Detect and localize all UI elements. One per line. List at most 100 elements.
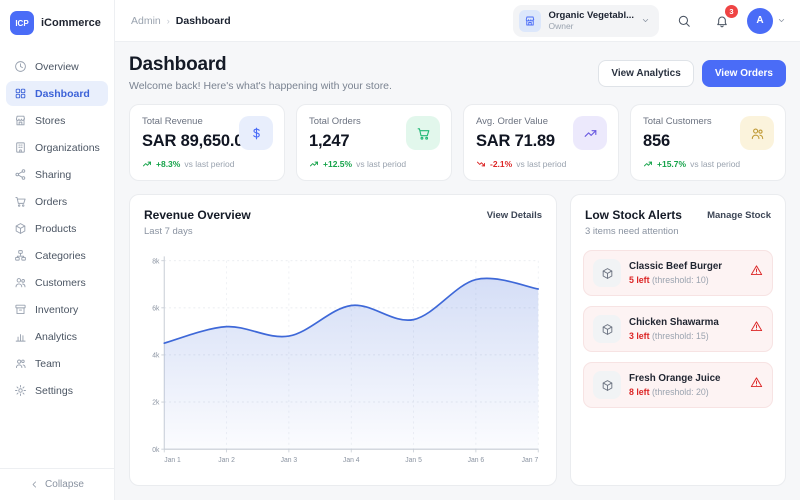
sidebar-item-label: Team [35,357,61,370]
building-icon [16,142,25,153]
page-title: Dashboard [129,54,227,75]
warning-icon [750,320,763,338]
trending-up-icon [573,116,607,150]
stock-threshold: (threshold: 10) [652,275,709,285]
low-stock-item[interactable]: Chicken Shawarma 3 left (threshold: 15) [583,306,773,352]
chevron-left-icon [32,481,37,488]
panel-subtitle: Last 7 days [144,226,193,237]
view-analytics-button[interactable]: View Analytics [598,60,694,87]
sidebar-item-label: Categories [35,249,86,262]
sidebar-item-settings[interactable]: Settings [6,378,108,403]
sidebar-item-products[interactable]: Products [6,216,108,241]
sidebar-item-stores[interactable]: Stores [6,108,108,133]
search-button[interactable] [671,8,697,34]
cart-icon [406,116,440,150]
sidebar-item-label: Organizations [35,141,100,154]
stat-change: +8.3% [156,159,181,169]
stat-label: Total Revenue [142,116,203,127]
collapse-label: Collapse [45,479,84,490]
page-subtitle: Welcome back! Here's what's happening wi… [129,80,392,92]
breadcrumb-parent[interactable]: Admin [131,14,161,27]
category-tree-icon [15,250,26,261]
breadcrumb: Admin › Dashboard [131,15,231,27]
stat-label: Avg. Order Value [476,116,548,127]
panel-title: Low Stock Alerts [585,208,682,222]
sidebar-item-team[interactable]: Team [6,351,108,376]
product-name: Fresh Orange Juice [629,373,721,384]
sidebar-item-organizations[interactable]: Organizations [6,135,108,160]
stock-left: 5 left [629,275,650,285]
sidebar-item-label: Sharing [35,168,72,181]
panel-title: Revenue Overview [144,208,251,222]
manage-stock-link[interactable]: Manage Stock [707,210,771,221]
team-icon [15,359,26,369]
user-menu[interactable]: A [747,7,786,34]
bar-chart-icon [15,334,26,342]
stat-change: -2.1% [490,159,513,169]
sidebar-item-inventory[interactable]: Inventory [6,297,108,322]
store-name: Organic Vegetabl... [548,9,634,21]
svg-text:Jan 2: Jan 2 [218,456,235,464]
sidebar-item-categories[interactable]: Categories [6,243,108,268]
view-details-link[interactable]: View Details [486,210,542,221]
logo-icon: ICP [10,11,34,35]
svg-text:Jan 7: Jan 7 [522,456,539,464]
top-bar: Admin › Dashboard Organic Vegetabl... Ow… [115,0,800,42]
sidebar-item-orders[interactable]: Orders [6,189,108,214]
customers-icon [15,278,26,288]
low-stock-item[interactable]: Classic Beef Burger 5 left (threshold: 1… [583,250,773,296]
trending-up-icon [310,161,318,167]
notifications-button[interactable]: 3 [709,4,738,34]
low-stock-item[interactable]: Fresh Orange Juice 8 left (threshold: 20… [583,362,773,408]
sidebar-item-label: Analytics [35,330,78,343]
sidebar-item-sharing[interactable]: Sharing [6,162,108,187]
stat-value: 1,247 [309,132,350,150]
stat-trend: -2.1% vs last period [476,159,606,169]
sidebar-item-label: Dashboard [35,87,90,100]
trending-up-icon [142,161,152,167]
stat-card-total-customers: Total Customers 856 +15.7% vs last perio… [630,104,786,181]
sidebar-item-customers[interactable]: Customers [6,270,108,295]
breadcrumb-current: Dashboard [175,14,231,27]
sidebar-item-label: Products [35,222,77,235]
sidebar-item-overview[interactable]: Overview [6,54,108,79]
view-orders-button[interactable]: View Orders [701,60,786,87]
svg-text:Jan 3: Jan 3 [281,456,298,464]
cart-icon [15,196,26,207]
revenue-overview-panel: Revenue Overview Last 7 days View Detail… [129,194,557,486]
package-icon [593,259,621,287]
revenue-chart: 0k 2k 4k 6k 8k Jan 1 Jan 2 Jan 3 Jan 4 Jan 5 Jan 6… [130,246,556,485]
sidebar-item-label: Inventory [35,303,79,316]
sidebar-item-dashboard[interactable]: Dashboard [6,81,108,106]
sidebar-item-label: Overview [35,60,79,73]
dashboard-grid-icon [15,88,26,99]
stat-change-suffix: vs last period [356,159,407,169]
low-stock-alerts-panel: Low Stock Alerts 3 items need attention … [570,194,786,486]
sidebar-item-label: Stores [35,114,66,127]
sidebar-item-label: Customers [35,276,86,289]
product-name: Classic Beef Burger [629,261,723,272]
svg-text:0k: 0k [152,446,160,454]
breadcrumb-separator: › [166,15,170,26]
avatar: A [747,7,773,34]
trending-down-icon [477,161,485,167]
alert-list: Classic Beef Burger 5 left (threshold: 1… [571,246,785,420]
trending-up-icon [643,161,653,167]
sidebar: ICP iCommerce Overview Dashboard Stores … [0,0,115,500]
sidebar-item-analytics[interactable]: Analytics [6,324,108,349]
box-icon [15,223,26,234]
notification-badge: 3 [725,4,738,18]
panel-subtitle: 3 items need attention [585,226,679,237]
store-role: Owner [548,21,574,32]
stats-row: Total Revenue SAR 89,650.00 +8.3% vs las… [129,104,786,181]
svg-text:Jan 6: Jan 6 [468,456,485,464]
chevron-down-icon [641,16,650,25]
stat-trend: +8.3% vs last period [142,159,272,169]
sidebar-collapse-button[interactable]: Collapse [0,468,114,500]
app-name: iCommerce [41,17,101,29]
store-selector[interactable]: Organic Vegetabl... Owner [513,4,659,37]
stat-label: Total Orders [309,116,361,127]
product-name: Chicken Shawarma [629,317,719,328]
stat-change: +15.7% [657,159,687,169]
